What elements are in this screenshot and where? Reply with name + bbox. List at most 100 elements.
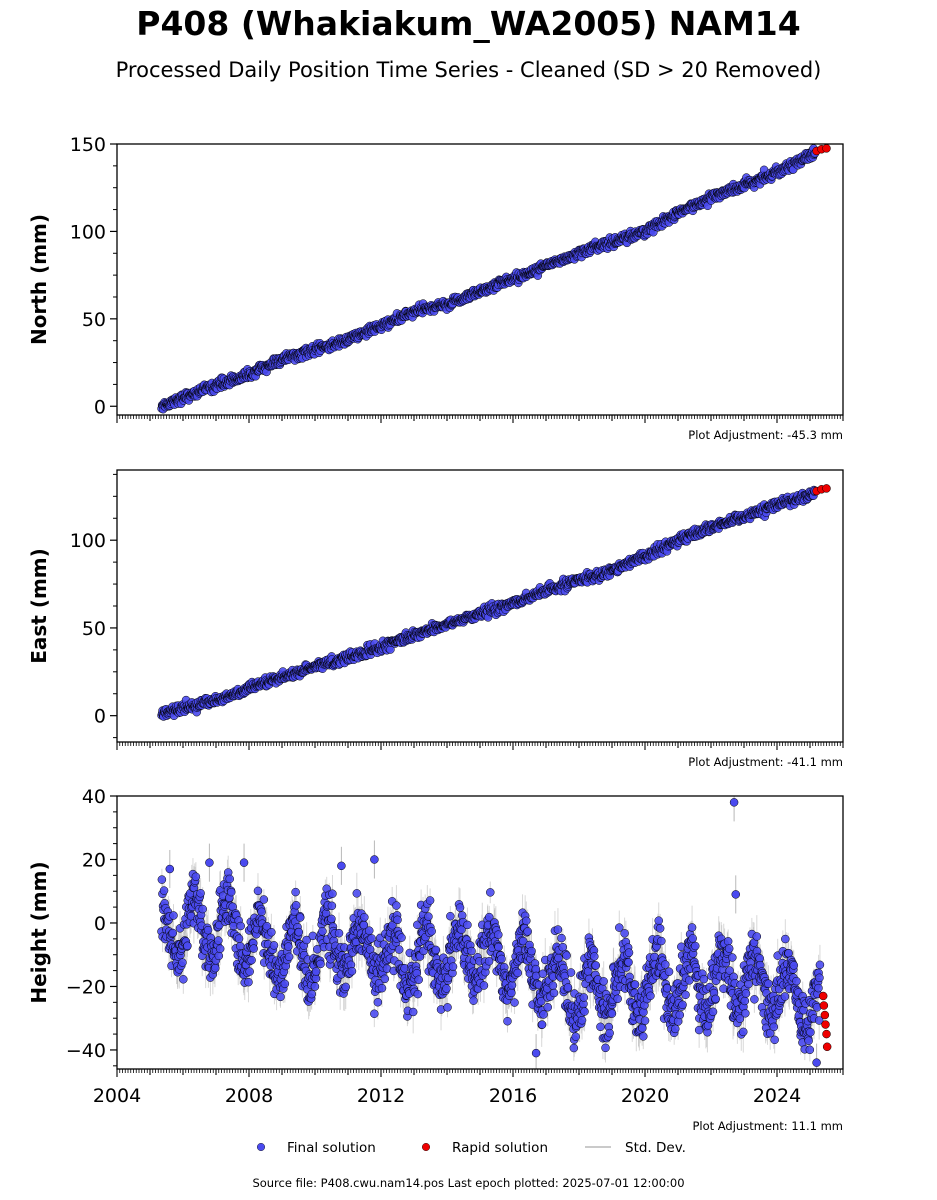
final-point	[157, 875, 167, 884]
rapid-point	[822, 1042, 832, 1052]
final-point	[513, 968, 522, 978]
final-point	[510, 998, 519, 1007]
final-point	[580, 1007, 589, 1016]
final-point	[613, 994, 622, 1004]
final-point	[463, 920, 472, 930]
final-point	[318, 927, 327, 936]
final-point	[744, 979, 753, 989]
final-point	[539, 1010, 548, 1019]
final-point	[352, 889, 362, 898]
final-point	[815, 960, 825, 970]
final-point	[347, 966, 357, 976]
final-point	[370, 855, 379, 864]
final-point	[307, 989, 316, 999]
final-point	[291, 887, 300, 897]
final-point	[522, 916, 531, 926]
final-point	[548, 981, 558, 990]
final-point	[443, 1003, 452, 1012]
final-point	[591, 961, 601, 970]
final-point	[365, 926, 374, 935]
final-point	[225, 874, 234, 884]
plot-adjustment-note: Plot Adjustment: -45.3 mm	[688, 428, 843, 442]
rapid-point	[822, 484, 831, 493]
final-point	[236, 942, 245, 951]
final-point	[639, 1032, 648, 1041]
final-point	[370, 1009, 379, 1018]
y-axis-label: East (mm)	[27, 548, 51, 664]
y-tick-label: 0	[94, 396, 106, 418]
final-point	[711, 994, 720, 1004]
final-point	[806, 1027, 815, 1037]
final-point	[646, 991, 655, 1001]
final-point	[479, 981, 489, 990]
final-point	[392, 901, 401, 910]
final-point	[234, 934, 244, 943]
final-point	[442, 984, 451, 993]
chart-subtitle: Processed Daily Position Time Series - C…	[115, 58, 822, 82]
final-point	[804, 1036, 813, 1046]
final-point	[310, 982, 320, 991]
final-point	[284, 942, 293, 951]
final-point	[178, 958, 187, 967]
rapid-point	[820, 1010, 830, 1020]
final-point	[605, 1028, 614, 1038]
final-point	[467, 946, 476, 956]
final-point	[607, 1009, 617, 1018]
final-point	[191, 872, 201, 881]
final-point	[562, 951, 571, 960]
final-point	[557, 933, 566, 943]
final-point	[168, 928, 178, 938]
final-point	[448, 962, 458, 971]
final-point	[327, 914, 336, 924]
final-point	[316, 959, 325, 969]
final-point	[424, 912, 433, 921]
y-tick-label: 40	[82, 786, 106, 808]
final-point	[328, 889, 337, 898]
final-point	[654, 916, 663, 925]
final-point	[563, 983, 573, 992]
final-point	[729, 798, 739, 807]
final-point	[739, 1027, 748, 1037]
y-tick-label: 0	[94, 913, 106, 935]
final-point	[165, 864, 175, 874]
rapid-point	[822, 144, 831, 153]
final-point	[211, 963, 220, 973]
final-point	[590, 952, 599, 961]
final-point	[469, 996, 478, 1005]
y-tick-label: 100	[70, 530, 106, 552]
final-point	[284, 952, 294, 962]
final-point	[750, 995, 759, 1004]
final-point	[393, 915, 402, 925]
final-point	[425, 896, 435, 905]
final-point	[247, 955, 256, 965]
y-tick-label: 150	[70, 134, 106, 156]
final-point	[596, 1022, 605, 1032]
final-point	[789, 961, 799, 970]
rapid-point	[821, 1020, 830, 1029]
final-point	[408, 1007, 418, 1017]
final-point	[543, 1003, 553, 1012]
final-point	[662, 983, 672, 993]
y-tick-label: 100	[70, 221, 106, 243]
final-point	[341, 982, 351, 992]
final-point	[179, 975, 188, 984]
final-point	[671, 1024, 680, 1034]
final-point	[397, 933, 406, 942]
final-point	[257, 907, 266, 917]
final-point	[537, 1020, 547, 1029]
final-point	[569, 1043, 579, 1053]
final-point	[601, 1043, 610, 1053]
final-point	[724, 944, 734, 953]
final-point	[455, 903, 465, 912]
points-group-3	[157, 798, 832, 1067]
final-point	[394, 945, 404, 954]
final-point	[360, 913, 369, 922]
final-point	[527, 946, 536, 956]
final-point	[566, 968, 576, 977]
final-point	[239, 858, 249, 867]
final-point	[675, 1010, 685, 1020]
plot-adjustment-note: Plot Adjustment: -41.1 mm	[688, 755, 843, 769]
points-group-1	[157, 144, 831, 414]
final-point	[367, 934, 376, 943]
final-point	[599, 977, 608, 986]
